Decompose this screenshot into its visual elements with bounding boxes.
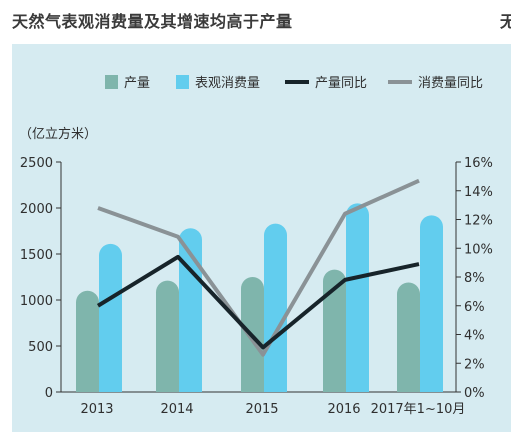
left-axis-tick-label: 2500 <box>20 156 53 171</box>
left-axis-tick-label: 1500 <box>20 248 53 263</box>
right-axis-tick-label: 4% <box>464 329 485 344</box>
bar-production <box>397 282 420 392</box>
legend-label-2: 表观消费量 <box>195 76 260 91</box>
truncated-next-title: 无 <box>500 12 511 31</box>
bar-production <box>323 269 346 392</box>
right-axis-tick-label: 10% <box>464 242 493 257</box>
x-axis-tick-label: 2014 <box>160 402 193 417</box>
bar-production <box>156 280 179 392</box>
legend-label-1: 产量 <box>124 76 150 91</box>
left-axis-tick-label: 500 <box>28 340 53 355</box>
line-consumption-yoy <box>97 178 420 357</box>
bar-consumption <box>264 223 287 392</box>
x-axis-tick-label: 2013 <box>80 402 113 417</box>
line-production-yoy <box>96 254 420 350</box>
right-axis-tick-label: 16% <box>464 156 493 171</box>
left-axis-tick-label: 2000 <box>20 202 53 217</box>
left-axis-tick-label: 0 <box>45 386 53 401</box>
y-axis-unit-label: （亿立方米） <box>19 126 97 142</box>
right-axis-tick-label: 14% <box>464 185 493 200</box>
legend-label-4: 消费量同比 <box>418 76 483 91</box>
bar-production <box>76 290 99 392</box>
x-axis-tick-label: 2016 <box>327 402 360 417</box>
bar-consumption <box>420 215 443 392</box>
x-axis-tick-label: 2015 <box>245 402 278 417</box>
right-axis-tick-label: 6% <box>464 300 485 315</box>
x-axis-tick-label: 2017年1~10月 <box>371 402 466 417</box>
chart-title: 天然气表观消费量及其增速均高于产量 <box>12 12 293 31</box>
right-axis-tick-label: 8% <box>464 271 485 286</box>
legend-label-3: 产量同比 <box>315 76 367 91</box>
bar-consumption <box>99 243 122 392</box>
right-axis-tick-label: 12% <box>464 214 493 229</box>
bar-consumption <box>179 228 202 392</box>
legend-swatch-1 <box>105 75 118 89</box>
right-axis-tick-label: 2% <box>464 357 485 372</box>
right-axis-tick-label: 0% <box>464 386 485 401</box>
left-axis-tick-label: 1000 <box>20 294 53 309</box>
legend-swatch-2 <box>176 75 189 89</box>
bar-consumption <box>346 203 369 392</box>
